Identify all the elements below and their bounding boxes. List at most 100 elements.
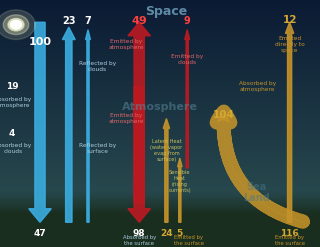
Bar bbox=[0, 169, 320, 171]
Text: Emitted by
the surface: Emitted by the surface bbox=[275, 235, 305, 246]
Text: 49: 49 bbox=[131, 16, 147, 26]
Bar bbox=[0, 191, 320, 193]
Text: Emitted by
the surface: Emitted by the surface bbox=[174, 235, 204, 246]
FancyArrowPatch shape bbox=[217, 111, 303, 222]
Text: Sensible
Heat
(rising
currents): Sensible Heat (rising currents) bbox=[169, 170, 191, 193]
Bar bbox=[0, 245, 320, 247]
Bar bbox=[0, 113, 320, 115]
Text: Emitted by
atmosphere: Emitted by atmosphere bbox=[109, 113, 144, 124]
Bar bbox=[0, 150, 320, 152]
Bar bbox=[0, 119, 320, 122]
Bar bbox=[0, 167, 320, 169]
Bar bbox=[0, 99, 320, 101]
Bar bbox=[0, 200, 320, 202]
Bar bbox=[0, 107, 320, 109]
Bar bbox=[0, 41, 320, 43]
Bar bbox=[0, 189, 320, 191]
Bar bbox=[0, 91, 320, 93]
Bar bbox=[0, 179, 320, 181]
Bar bbox=[0, 25, 320, 27]
Bar bbox=[0, 130, 320, 132]
Text: Atmosphere: Atmosphere bbox=[122, 103, 198, 112]
Text: 24: 24 bbox=[160, 229, 173, 238]
Text: 98: 98 bbox=[133, 229, 146, 238]
Text: Absorbed by
atmosphere: Absorbed by atmosphere bbox=[239, 81, 276, 92]
Bar bbox=[0, 218, 320, 220]
FancyArrow shape bbox=[85, 30, 91, 222]
Bar bbox=[0, 43, 320, 45]
Bar bbox=[0, 95, 320, 97]
Bar bbox=[0, 70, 320, 72]
Bar bbox=[0, 163, 320, 165]
Bar bbox=[0, 196, 320, 198]
Bar bbox=[0, 10, 320, 12]
Bar bbox=[0, 97, 320, 99]
Bar bbox=[0, 228, 320, 230]
Bar bbox=[0, 226, 320, 228]
Bar bbox=[0, 210, 320, 212]
Bar bbox=[0, 66, 320, 68]
Bar bbox=[0, 146, 320, 148]
Bar bbox=[0, 181, 320, 183]
Text: Space: Space bbox=[145, 5, 188, 18]
Bar bbox=[0, 31, 320, 33]
Bar bbox=[0, 68, 320, 70]
Bar bbox=[0, 29, 320, 31]
Bar bbox=[0, 33, 320, 35]
Bar bbox=[0, 0, 320, 2]
Bar bbox=[0, 136, 320, 138]
Bar bbox=[0, 198, 320, 200]
FancyArrow shape bbox=[128, 22, 150, 203]
Bar bbox=[0, 202, 320, 204]
FancyArrow shape bbox=[163, 119, 170, 222]
Bar bbox=[0, 35, 320, 37]
Bar bbox=[0, 171, 320, 173]
Bar bbox=[0, 56, 320, 58]
Bar bbox=[0, 224, 320, 226]
Bar bbox=[0, 72, 320, 74]
Bar bbox=[0, 39, 320, 41]
Bar bbox=[0, 235, 320, 237]
Bar bbox=[0, 220, 320, 222]
Bar bbox=[0, 122, 320, 124]
Bar bbox=[0, 105, 320, 107]
FancyArrow shape bbox=[29, 22, 51, 222]
Text: 4: 4 bbox=[9, 129, 15, 138]
Text: 12: 12 bbox=[282, 15, 297, 25]
Text: 7: 7 bbox=[84, 16, 92, 26]
Bar bbox=[0, 173, 320, 175]
Bar bbox=[0, 152, 320, 154]
Bar bbox=[0, 111, 320, 113]
Bar bbox=[0, 239, 320, 241]
Bar bbox=[0, 142, 320, 144]
Bar bbox=[0, 161, 320, 163]
Bar bbox=[0, 156, 320, 159]
Bar bbox=[0, 175, 320, 177]
Text: 47: 47 bbox=[34, 229, 46, 238]
Bar bbox=[0, 206, 320, 208]
Text: 100: 100 bbox=[28, 37, 52, 47]
Text: 5: 5 bbox=[177, 229, 183, 238]
Text: 104: 104 bbox=[213, 110, 235, 120]
Bar bbox=[0, 128, 320, 130]
Bar bbox=[0, 84, 320, 86]
Bar bbox=[0, 2, 320, 4]
Text: 116: 116 bbox=[280, 229, 299, 238]
Bar bbox=[0, 82, 320, 84]
Circle shape bbox=[0, 10, 35, 40]
Bar bbox=[0, 93, 320, 95]
Bar bbox=[0, 21, 320, 23]
Text: Reflected by
surface: Reflected by surface bbox=[79, 143, 116, 154]
Bar bbox=[0, 88, 320, 91]
Bar bbox=[0, 103, 320, 105]
Bar bbox=[0, 64, 320, 66]
Bar bbox=[0, 222, 320, 224]
Text: Sea
Land: Sea Land bbox=[243, 182, 269, 204]
Bar bbox=[0, 204, 320, 206]
Bar bbox=[0, 17, 320, 19]
Bar bbox=[0, 8, 320, 10]
Bar bbox=[0, 23, 320, 25]
Bar bbox=[0, 12, 320, 14]
Bar bbox=[0, 86, 320, 88]
Bar bbox=[0, 45, 320, 47]
